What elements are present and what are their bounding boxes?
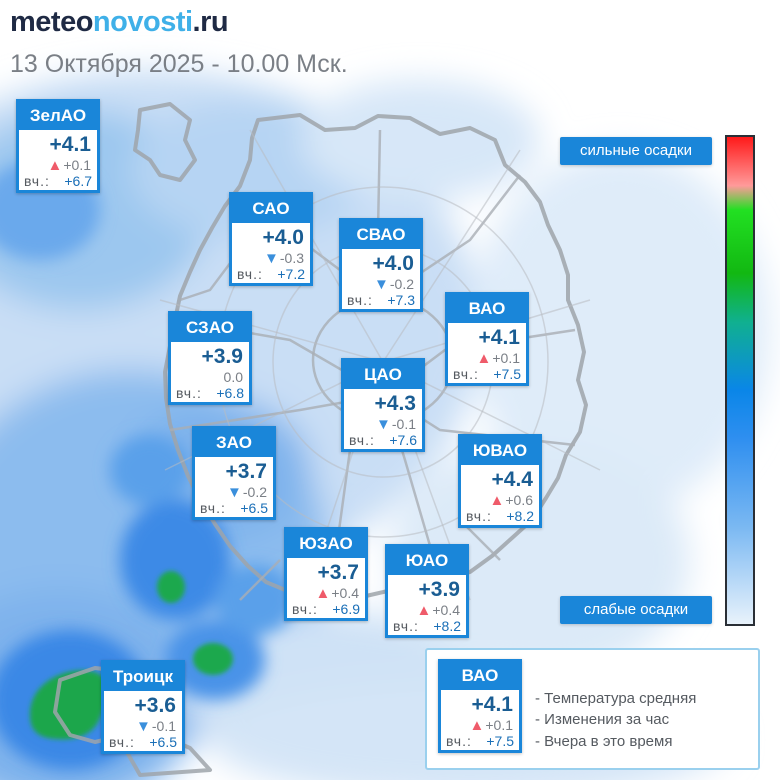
district-card-zao: ЗАО +3.7 ▼-0.2 вч.: +6.5 (192, 426, 276, 520)
district-name: ЗелАО (19, 102, 97, 130)
yesterday-label: вч.: (453, 366, 479, 382)
district-name: СВАО (342, 221, 420, 249)
yesterday-label: вч.: (466, 508, 492, 524)
hourly-change: -0.3 (279, 250, 304, 266)
yesterday-value: +7.5 (486, 733, 514, 749)
district-card-yuao: ЮАО +3.9 ▲+0.4 вч.: +8.2 (385, 544, 469, 638)
legend-line-hourly-change: - Изменения за час (535, 711, 670, 728)
logo-part-meteo: meteo (10, 6, 93, 38)
temperature-value: +4.1 (49, 133, 91, 156)
temperature-value: +4.3 (374, 392, 416, 415)
hourly-change: +0.1 (485, 717, 513, 733)
district-card-cao: ЦАО +4.3 ▼-0.1 вч.: +7.6 (341, 358, 425, 452)
district-card-sao: САО +4.0 ▼-0.3 вч.: +7.2 (229, 192, 313, 286)
yesterday-value: +6.5 (149, 734, 177, 750)
yesterday-label: вч.: (237, 266, 263, 282)
yesterday-value: +7.3 (387, 292, 415, 308)
temperature-value: +4.1 (471, 693, 513, 716)
yesterday-value: +7.2 (277, 266, 305, 282)
district-name: ЮВАО (461, 437, 539, 465)
district-card-yuzao: ЮЗАО +3.7 ▲+0.4 вч.: +6.9 (284, 527, 368, 621)
district-card-troitsk: Троицк +3.6 ▼-0.1 вч.: +6.5 (101, 660, 185, 754)
logo-part-domain: .ru (192, 6, 229, 38)
scale-label-heavy: сильные осадки (560, 137, 712, 165)
yesterday-value: +7.6 (389, 432, 417, 448)
logo-part-novosti: novosti (92, 6, 193, 38)
trend-up-icon: ▲ (476, 350, 492, 367)
trend-up-icon: ▲ (47, 157, 63, 174)
district-card-svao: СВАО +4.0 ▼-0.2 вч.: +7.3 (339, 218, 423, 312)
yesterday-label: вч.: (349, 432, 375, 448)
temperature-value: +3.6 (134, 694, 176, 717)
temperature-value: +3.9 (201, 345, 243, 368)
temperature-value: +4.0 (262, 226, 304, 249)
yesterday-value: +8.2 (433, 618, 461, 634)
yesterday-label: вч.: (24, 173, 50, 189)
district-name: СЗАО (171, 314, 249, 342)
hourly-change: -0.2 (242, 484, 267, 500)
yesterday-label: вч.: (347, 292, 373, 308)
yesterday-label: вч.: (393, 618, 419, 634)
trend-up-icon: ▲ (469, 717, 485, 734)
district-card-vao: ВАО +4.1 ▲+0.1 вч.: +7.5 (445, 292, 529, 386)
hourly-change: -0.1 (391, 416, 416, 432)
district-name: ВАО (448, 295, 526, 323)
district-name: Троицк (104, 663, 182, 691)
site-logo[interactable]: meteonovosti.ru (10, 6, 229, 39)
district-card-yuvao: ЮВАО +4.4 ▲+0.6 вч.: +8.2 (458, 434, 542, 528)
yesterday-value: +6.5 (240, 500, 268, 516)
yesterday-value: +6.7 (64, 173, 92, 189)
yesterday-label: вч.: (176, 385, 202, 401)
district-name: ЮАО (388, 547, 466, 575)
hourly-change: +0.6 (505, 492, 533, 508)
district-name: ВАО (441, 662, 519, 690)
district-name: САО (232, 195, 310, 223)
hourly-change: -0.1 (151, 718, 176, 734)
temperature-value: +4.4 (491, 468, 533, 491)
legend-line-average-temp: - Температура средняя (535, 690, 697, 707)
hourly-change: +0.4 (432, 602, 460, 618)
yesterday-value: +6.9 (332, 601, 360, 617)
temperature-value: +3.7 (317, 561, 359, 584)
trend-up-icon: ▲ (489, 492, 505, 509)
trend-down-icon: ▼ (264, 250, 279, 267)
legend-line-yesterday: - Вчера в это время (535, 733, 673, 750)
yesterday-value: +6.8 (216, 385, 244, 401)
yesterday-label: вч.: (446, 733, 472, 749)
district-name: ЮЗАО (287, 530, 365, 558)
trend-down-icon: ▼ (136, 718, 151, 735)
yesterday-label: вч.: (292, 601, 318, 617)
hourly-change: +0.1 (492, 350, 520, 366)
hourly-change: 0.0 (223, 369, 243, 385)
hourly-change: +0.4 (331, 585, 359, 601)
trend-down-icon: ▼ (374, 276, 389, 293)
temperature-value: +4.1 (478, 326, 520, 349)
trend-up-icon: ▲ (416, 602, 432, 619)
scale-label-light: слабые осадки (560, 596, 712, 624)
district-name: ЦАО (344, 361, 422, 389)
district-card-zelao: ЗелАО +4.1 ▲+0.1 вч.: +6.7 (16, 99, 100, 193)
trend-down-icon: ▼ (227, 484, 242, 501)
trend-up-icon: ▲ (315, 585, 331, 602)
date-subtitle: 13 Октября 2025 - 10.00 Мск. (10, 50, 348, 78)
hourly-change: -0.2 (389, 276, 414, 292)
yesterday-label: вч.: (109, 734, 135, 750)
yesterday-value: +8.2 (506, 508, 534, 524)
district-name: ЗАО (195, 429, 273, 457)
trend-down-icon: ▼ (376, 416, 391, 433)
temperature-value: +4.0 (372, 252, 414, 275)
yesterday-value: +7.5 (493, 366, 521, 382)
hourly-change: +0.1 (63, 157, 91, 173)
legend-sample-card: ВАО +4.1 ▲+0.1 вч.: +7.5 (438, 659, 522, 753)
precipitation-scale-bar (725, 135, 755, 626)
yesterday-label: вч.: (200, 500, 226, 516)
district-card-szao: СЗАО +3.9 0.0 вч.: +6.8 (168, 311, 252, 405)
temperature-value: +3.7 (225, 460, 267, 483)
temperature-value: +3.9 (418, 578, 460, 601)
